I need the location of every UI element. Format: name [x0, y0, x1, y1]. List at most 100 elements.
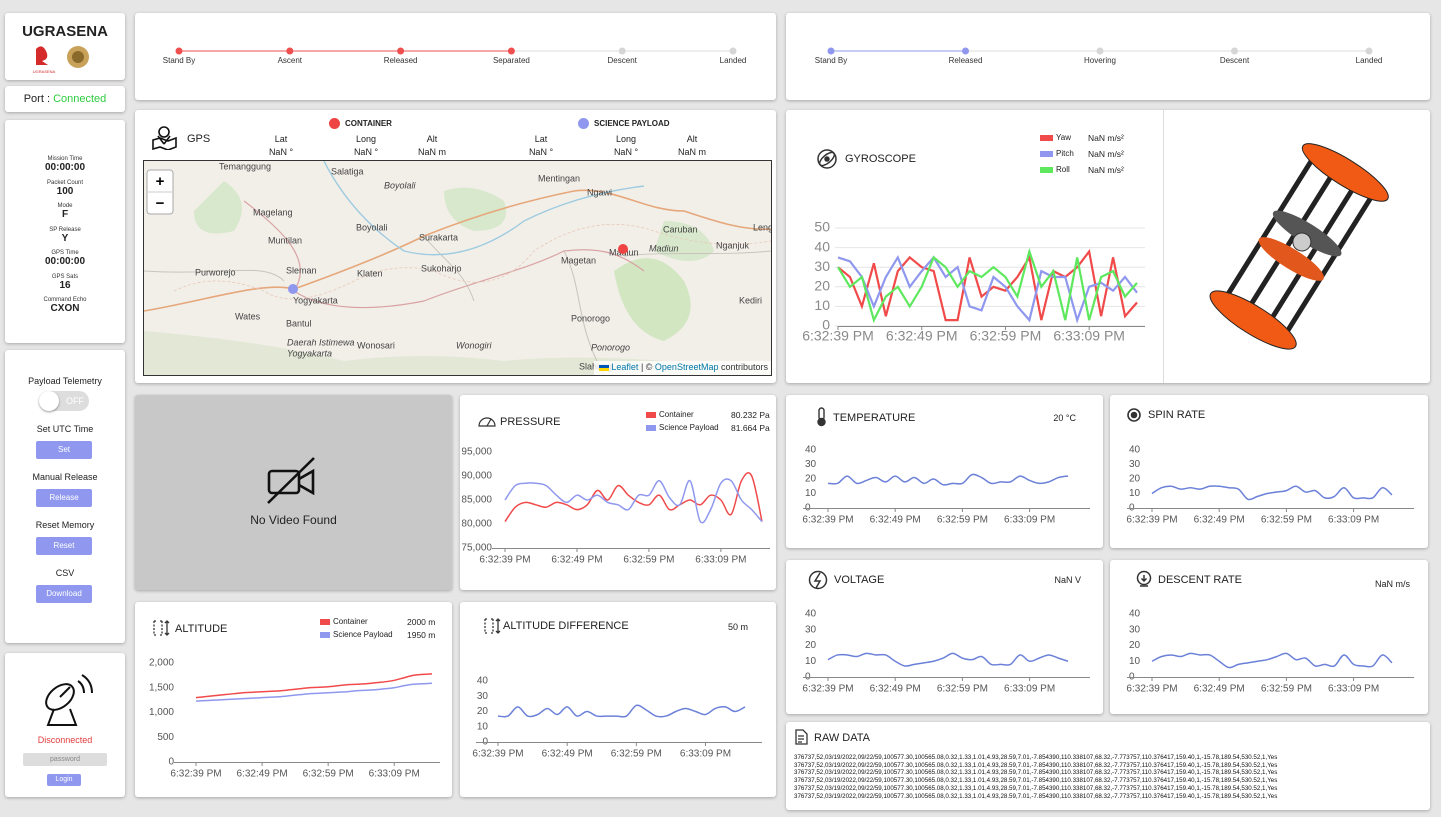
map-place: Kediri	[739, 295, 762, 305]
password-input[interactable]: password	[23, 753, 107, 766]
y-tick-label: 2,000	[149, 658, 174, 669]
map-place: Purworejo	[195, 267, 236, 277]
gps-field-value: NaN m	[677, 147, 706, 157]
gyroscope-icon	[817, 149, 837, 169]
map-place: Yogyakarta	[287, 348, 332, 358]
map-place: Madiun	[649, 243, 679, 253]
spin-rate-chart: 0102030406:32:39 PM6:32:49 PM6:32:59 PM6…	[1126, 445, 1414, 526]
map-place: Boyolali	[356, 222, 388, 232]
y-tick-label: 10	[805, 488, 817, 499]
voltage-panel: VOLTAGE NaN V	[786, 560, 1103, 714]
altitude-chart: 0 500 1,000 1,500 2,000 6:32:39 PM 6:32:49 PM 6…	[149, 658, 440, 780]
gps-field-label: Long	[355, 134, 377, 144]
series-line	[837, 254, 1138, 324]
login-button[interactable]: Login	[47, 774, 81, 786]
y-tick-label: 20	[805, 640, 817, 651]
x-tick-label: 6:32:59 PM	[611, 749, 662, 760]
y-tick-label: 10	[805, 656, 817, 667]
x-tick-label: 6:32:49 PM	[1194, 684, 1245, 694]
y-tick-label: 85,000	[462, 495, 492, 506]
altitude-title: ALTITUDE	[175, 623, 228, 635]
stage-label: Descent	[1220, 56, 1250, 65]
legend-swatch	[320, 619, 330, 625]
y-tick-label: 40	[1129, 609, 1141, 620]
container-marker	[618, 244, 628, 254]
y-tick-label: 30	[1129, 624, 1141, 635]
map-place: Ponorogo	[571, 313, 610, 323]
control-label: Payload Telemetry	[28, 376, 102, 386]
map-place: Wates	[235, 311, 261, 321]
altitude-panel: ALTITUDE	[135, 602, 452, 797]
model-view	[1163, 110, 1430, 383]
raw-data-line: 376737,52,03/19/2022,09/22/59,100577.30,…	[794, 792, 1278, 800]
x-tick-label: 6:33:09 PM	[1053, 328, 1125, 344]
gps-field-label: Long	[615, 134, 637, 144]
control-button[interactable]: Download	[36, 585, 92, 603]
stage-dot	[1096, 47, 1104, 55]
map-attribution: Leaflet | © OpenStreetMap contributors	[611, 362, 768, 372]
map-place: Boyolali	[384, 180, 417, 190]
y-tick-label: 1,500	[149, 682, 174, 693]
control-label: Reset Memory	[35, 520, 95, 530]
y-tick-label: 30	[1129, 459, 1141, 470]
control-button[interactable]: Reset	[36, 537, 92, 555]
stage-label: Landed	[720, 56, 747, 65]
stage-label: Stand By	[163, 56, 195, 65]
gps-field-value: NaN °	[613, 147, 639, 157]
legend-reading: NaN m/s²	[1088, 165, 1124, 175]
series-line	[497, 704, 746, 718]
mission-value: 16	[59, 279, 71, 291]
telemetry-toggle[interactable]: OFF	[39, 391, 89, 411]
attribution-link[interactable]: Leaflet	[611, 362, 639, 372]
map-place: Muntilan	[268, 235, 302, 245]
gps-field-value: NaN °	[268, 147, 294, 157]
raw-data-title: RAW DATA	[814, 732, 871, 744]
connection-status: Disconnected	[37, 735, 93, 745]
attribution-separator: | ©	[638, 362, 654, 372]
legend-reading: 80.232 Pa	[731, 410, 770, 420]
stage-dot	[729, 47, 737, 55]
zoom-in[interactable]: +	[156, 173, 165, 190]
gyroscope-panel: GYROSCOPE	[786, 110, 1430, 383]
control-button[interactable]: Release	[36, 489, 92, 507]
gps-field-label: Lat	[274, 134, 288, 144]
temperature-reading: 20 °C	[1053, 413, 1076, 423]
gyroscope-chart: 0 10 20 30 40 50 6:32:39 PM 6:32:49 PM 6:32:59 P…	[802, 219, 1145, 344]
legend-swatch	[646, 425, 656, 431]
voltage-reading: NaN V	[1054, 575, 1081, 585]
zoom-out[interactable]: −	[156, 195, 165, 212]
control-button[interactable]: Set	[36, 441, 92, 459]
gps-target-name: SCIENCE PAYLOAD	[594, 119, 670, 128]
temperature-chart: 0102030406:32:39 PM6:32:49 PM6:32:59 PM6…	[802, 445, 1090, 526]
y-tick-label: 20	[477, 706, 489, 717]
legend-reading: 81.664 Pa	[731, 423, 770, 433]
mission-label: GPS Sats	[51, 273, 79, 280]
toggle-knob	[39, 391, 59, 411]
series-line	[1151, 652, 1393, 669]
temperature-panel: TEMPERATURE 20 °C	[786, 395, 1103, 548]
y-tick-label: 90,000	[462, 471, 492, 482]
attribution-link[interactable]: OpenStreetMap	[655, 362, 719, 372]
y-tick-label: 0	[168, 757, 174, 768]
y-tick-label: 50	[814, 219, 830, 235]
port-panel: Port : Connected	[5, 86, 125, 112]
ground-panel: Disconnected password Login	[5, 653, 125, 797]
toggle-state: OFF	[66, 396, 84, 406]
spin-icon	[1127, 408, 1141, 422]
altitude-difference-chart: 0102030406:32:39 PM6:32:49 PM6:32:59 PM6…	[472, 676, 762, 760]
legend-reading: NaN m/s²	[1088, 149, 1124, 159]
gps-field-value: NaN °	[353, 147, 379, 157]
x-tick-label: 6:32:49 PM	[870, 684, 921, 694]
x-tick-label: 6:32:49 PM	[551, 555, 602, 566]
altitude-difference-reading: 50 m	[727, 622, 748, 632]
stage-dot	[1365, 47, 1373, 55]
series-line	[195, 673, 433, 699]
map-place: Wonosari	[357, 340, 395, 350]
legend-swatch	[1040, 151, 1053, 157]
x-tick-label: 6:32:59 PM	[1261, 684, 1312, 694]
stage-label: Landed	[1356, 56, 1383, 65]
legend-name: Yaw	[1056, 133, 1071, 142]
x-tick-label: 6:33:09 PM	[1328, 515, 1379, 526]
map-place: Ponorogo	[591, 342, 630, 352]
map-place: Surakarta	[419, 232, 458, 242]
